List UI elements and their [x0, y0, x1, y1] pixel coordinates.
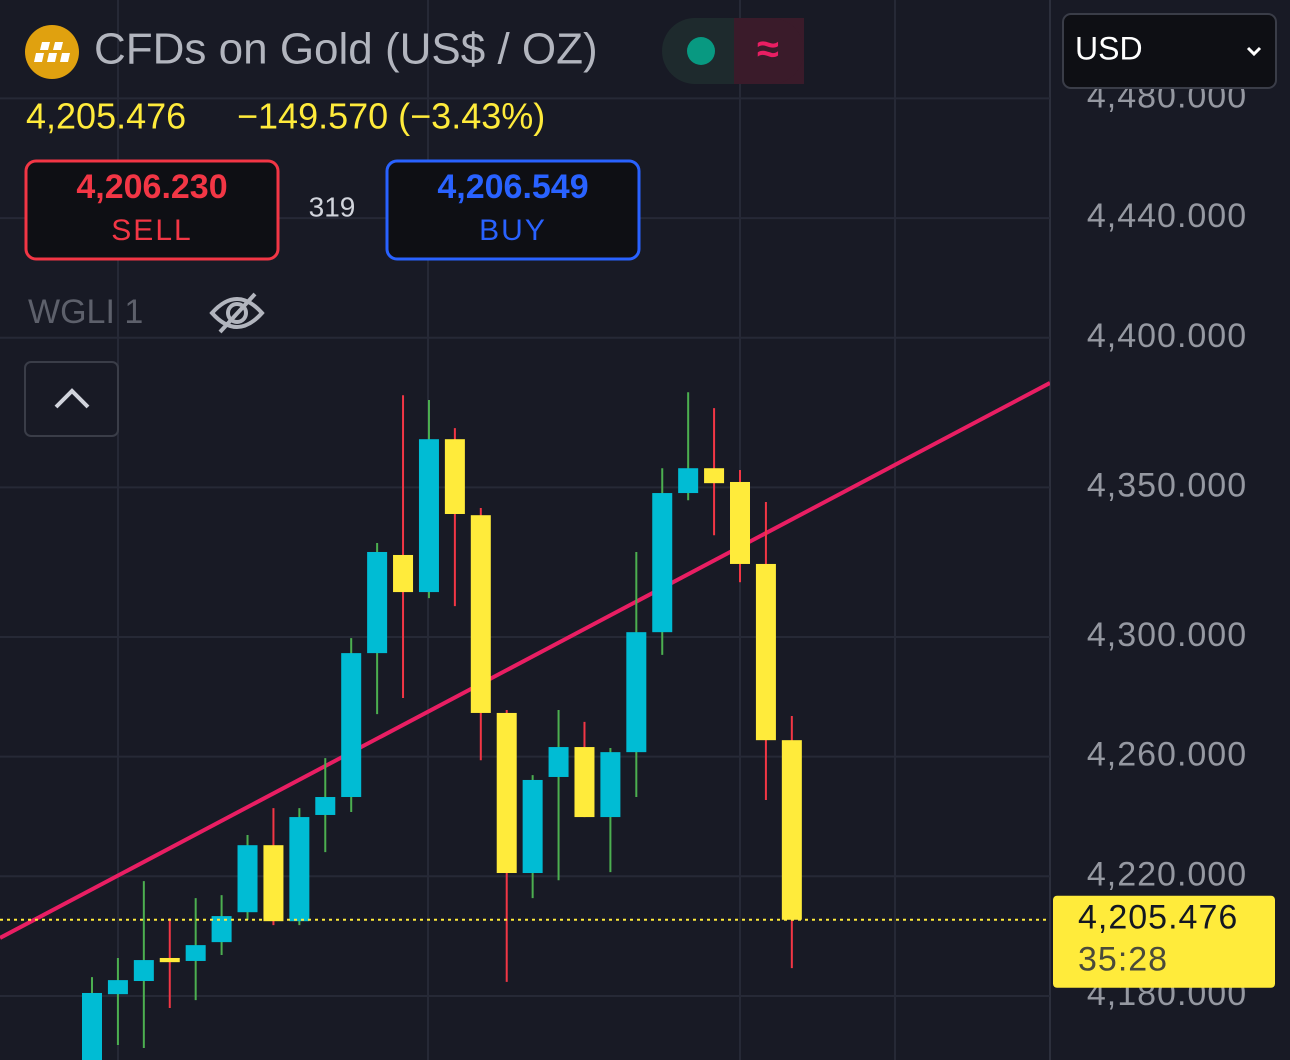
sell-label: SELL	[111, 214, 192, 247]
gold-bars	[34, 42, 70, 62]
chevron-up	[54, 388, 90, 409]
buy-label: BUY	[479, 214, 547, 247]
grid	[0, 0, 1051, 1060]
currency: USD	[1075, 30, 1143, 66]
plot	[0, 381, 1050, 1060]
candle-body	[289, 817, 310, 922]
sell-price: 4,206.230	[76, 168, 227, 206]
candle-body	[781, 740, 802, 920]
candle-body	[470, 515, 491, 713]
status-pill-cap	[734, 18, 804, 84]
candle-body	[82, 992, 102, 1060]
buy-button[interactable]	[385, 159, 641, 261]
spread: 319	[309, 191, 356, 222]
symbol-title: CFDs on Gold (US$ / OZ)	[94, 25, 598, 74]
candle-body	[678, 468, 699, 494]
sell-button[interactable]	[24, 159, 280, 261]
candle-body	[626, 632, 647, 753]
candle-body	[652, 493, 673, 633]
countdown: 35:28	[1078, 941, 1168, 979]
last-price-box	[1053, 895, 1275, 988]
candle-body	[341, 653, 362, 798]
y-tick-label: 4,220.000	[1087, 855, 1247, 893]
status-icon: ≈	[757, 28, 779, 72]
candle-body	[185, 945, 206, 961]
candle-body	[418, 439, 439, 593]
candle-body	[574, 747, 595, 818]
y-tick-label: 4,440.000	[1087, 197, 1247, 235]
trendline	[0, 381, 1050, 940]
candle-body	[159, 957, 180, 963]
y-tick-label: 4,300.000	[1087, 616, 1247, 654]
candle-body	[755, 563, 776, 741]
candle-body	[730, 481, 750, 564]
candle-body	[522, 779, 543, 874]
candle-body	[367, 551, 388, 654]
candle-body	[263, 845, 284, 922]
candle-body	[496, 712, 517, 874]
candle-body	[107, 980, 128, 995]
y-tick-label: 4,260.000	[1087, 736, 1247, 774]
candle-body	[133, 960, 154, 982]
candle-body	[393, 554, 414, 593]
hide-indicator-icon[interactable]	[209, 292, 265, 334]
y-tick-label: 4,400.000	[1087, 317, 1247, 355]
dropdown-chevron	[1246, 46, 1262, 57]
header: CFDs on Gold (US$ / OZ) ≈ 4,205.476 −149…	[24, 18, 804, 437]
symbol-icon	[25, 25, 79, 79]
candle-body	[704, 468, 725, 484]
candle-body	[444, 439, 465, 514]
currency-dropdown[interactable]	[1062, 13, 1277, 89]
y-tick-label: 4,350.000	[1087, 466, 1247, 504]
collapse-button[interactable]	[24, 361, 119, 437]
quote: 4,205.476	[26, 96, 186, 137]
candle-body	[548, 747, 569, 777]
candle-body	[237, 845, 258, 913]
candle-body	[211, 916, 232, 943]
price-axis: 4,180.0004,220.0004,260.0004,300.0004,35…	[1053, 77, 1275, 1013]
last-price-label: 4,205.476	[1078, 899, 1238, 937]
market-open-dot	[687, 37, 715, 65]
candle-body	[315, 797, 336, 815]
buy-price: 4,206.549	[437, 168, 588, 206]
indicator-label: WGLI 1	[28, 293, 143, 331]
change: −149.570 (−3.43%)	[237, 96, 545, 137]
candle-body	[600, 752, 621, 818]
